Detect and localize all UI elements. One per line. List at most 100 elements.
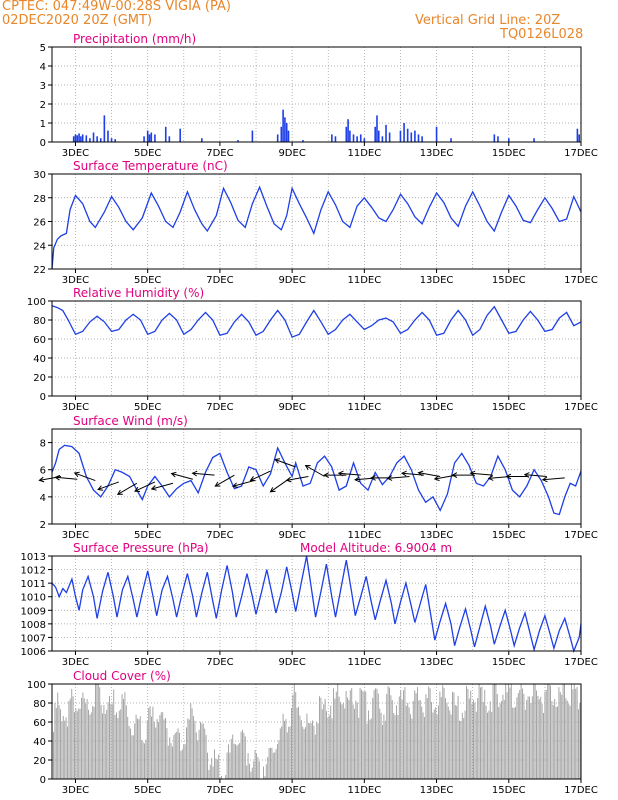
wind-arrow bbox=[97, 481, 119, 490]
cloud-bar bbox=[396, 705, 397, 779]
cloud-bar bbox=[405, 705, 407, 779]
wind-arrow bbox=[338, 472, 361, 476]
cloud-bar bbox=[400, 690, 402, 779]
y-tick-label: 80 bbox=[33, 316, 46, 327]
cloud-bar bbox=[356, 702, 358, 779]
cloud-bar bbox=[424, 717, 425, 779]
precip-bar bbox=[164, 126, 167, 142]
precip-bar bbox=[81, 134, 84, 142]
cloud-bar bbox=[457, 695, 459, 779]
precip-bar bbox=[410, 132, 413, 142]
cloud-bar bbox=[209, 764, 211, 779]
cloud-bar bbox=[415, 693, 417, 779]
x-tick-label: 9DEC bbox=[278, 148, 305, 159]
cloud-bar bbox=[509, 687, 511, 779]
cloud-bar bbox=[495, 684, 497, 779]
cloud-bar bbox=[299, 715, 301, 779]
x-tick-label: 7DEC bbox=[206, 657, 233, 668]
wind-arrow-head bbox=[134, 486, 141, 492]
cloud-bar bbox=[250, 771, 252, 779]
cloud-bar bbox=[425, 694, 427, 779]
wind-arrow bbox=[387, 476, 410, 479]
cloud-bar bbox=[107, 702, 109, 779]
cloud-bar bbox=[188, 719, 190, 779]
cloud-bar bbox=[474, 702, 476, 779]
precip-bar bbox=[89, 138, 91, 142]
cloud-bar bbox=[366, 723, 368, 779]
cloud-bar bbox=[522, 688, 523, 779]
precip-bar bbox=[146, 130, 149, 142]
cloud-bar bbox=[347, 697, 348, 779]
wind-arrow-head bbox=[523, 472, 530, 478]
cloud-bar bbox=[289, 726, 291, 779]
cloud-bar bbox=[174, 733, 176, 779]
cloud-bar bbox=[370, 718, 372, 779]
cloud-bar bbox=[446, 702, 448, 779]
y-tick-label: 4 bbox=[40, 62, 46, 73]
cloud-bar bbox=[454, 705, 456, 779]
panel-frame bbox=[51, 683, 582, 780]
cloud-bar bbox=[533, 684, 535, 779]
cloud-bar bbox=[186, 727, 187, 779]
wind-arrow-head bbox=[249, 476, 256, 482]
cloud-bar bbox=[146, 720, 148, 779]
wind-arrow-head bbox=[231, 482, 238, 488]
precip-bar bbox=[349, 130, 351, 142]
y-tick-label: 20 bbox=[33, 756, 46, 767]
station-info: CPTEC: 047:49W-00:28S VIGIA (PA) bbox=[2, 0, 231, 14]
y-tick-label: 80 bbox=[33, 699, 46, 710]
cloud-bar bbox=[257, 757, 259, 779]
cloud-bar bbox=[498, 706, 500, 779]
cloud-bar bbox=[426, 698, 428, 779]
panel-title: Surface Wind (m/s) bbox=[73, 414, 188, 428]
x-tick-label: 13DEC bbox=[420, 785, 454, 796]
cloud-bar bbox=[387, 686, 389, 779]
cloud-bar bbox=[363, 691, 365, 779]
y-tick-label: 3 bbox=[40, 81, 46, 92]
wind-arrow-head bbox=[505, 473, 512, 480]
precip-bar bbox=[497, 136, 499, 142]
cloud-bar bbox=[361, 689, 362, 779]
header-block: CPTEC: 047:49W-00:28S VIGIA (PA) 02DEC20… bbox=[0, 0, 618, 42]
wind-arrow-head bbox=[354, 476, 360, 483]
cloud-bar bbox=[482, 702, 484, 779]
cloud-bar bbox=[328, 715, 330, 779]
cloud-bar bbox=[106, 709, 108, 779]
precip-bar bbox=[435, 126, 438, 142]
x-tick-label: 15DEC bbox=[492, 402, 526, 413]
cloud-bar bbox=[330, 705, 332, 779]
precip-bar bbox=[359, 134, 362, 142]
cloud-bar bbox=[181, 749, 183, 779]
cloud-bar bbox=[555, 706, 557, 779]
grid-note: Vertical Grid Line: 20Z bbox=[415, 13, 561, 28]
x-tick-label: 11DEC bbox=[347, 148, 381, 159]
panel-title: Surface Temperature (nC) bbox=[73, 159, 228, 173]
cloud-bar bbox=[403, 690, 404, 779]
cloud-bar bbox=[338, 696, 340, 779]
cloud-bar bbox=[72, 696, 74, 779]
y-tick-label: 24 bbox=[33, 241, 46, 252]
cloud-bar bbox=[572, 689, 574, 779]
precip-bar bbox=[280, 126, 283, 142]
cloud-bar bbox=[116, 712, 117, 779]
wind-arrow-head bbox=[487, 475, 494, 481]
cloud-bar bbox=[239, 742, 241, 779]
precip-bar bbox=[107, 130, 109, 142]
cloud-bar bbox=[249, 763, 250, 779]
cloud-bar bbox=[102, 713, 103, 779]
cloud-bar bbox=[578, 709, 579, 779]
cloud-bar bbox=[559, 692, 561, 779]
cloud-bar bbox=[285, 719, 287, 779]
cloud-bar bbox=[382, 724, 383, 779]
cloud-bar bbox=[510, 684, 512, 779]
cloud-bar bbox=[352, 704, 354, 779]
cloud-bar bbox=[230, 738, 232, 779]
x-tick-label: 3DEC bbox=[62, 275, 89, 286]
cloud-bar bbox=[279, 728, 281, 779]
precip-bar bbox=[110, 138, 113, 142]
cloud-bar bbox=[348, 699, 350, 779]
wind-arrow bbox=[542, 477, 565, 481]
cloud-bar bbox=[96, 684, 98, 779]
cloud-bar bbox=[281, 726, 283, 779]
